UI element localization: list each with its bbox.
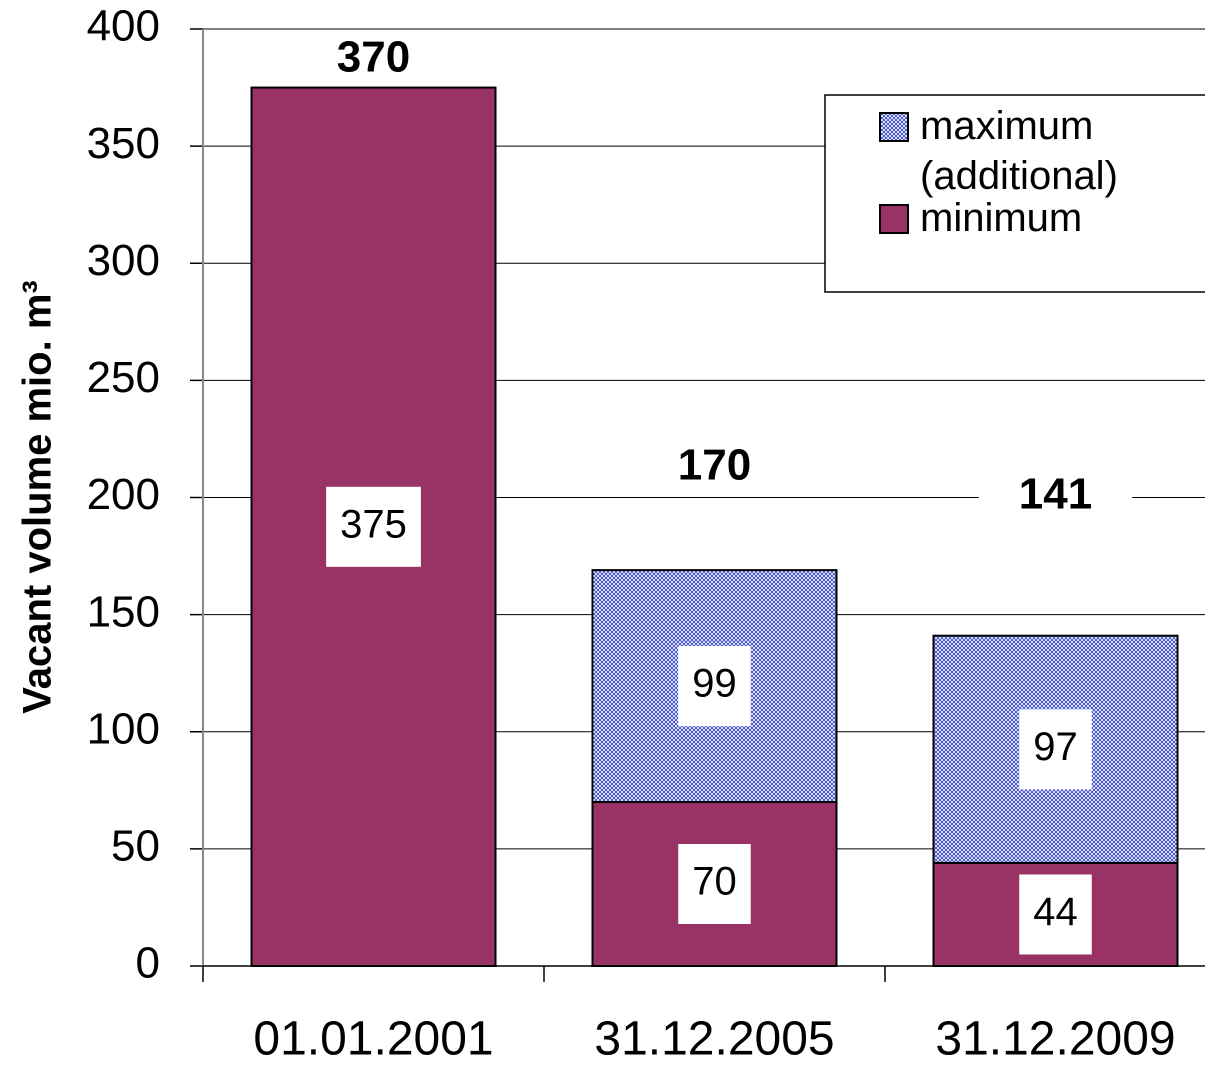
legend-entry: minimum <box>920 196 1083 240</box>
legend-label: maximum (additional) <box>920 104 1118 198</box>
y-tick-label: 250 <box>87 353 160 402</box>
data-label: 375 <box>340 502 407 546</box>
total-label-bg <box>978 471 1133 523</box>
legend-swatch <box>879 204 909 234</box>
y-tick-label: 350 <box>87 119 160 168</box>
data-label-bg <box>678 844 751 925</box>
data-label-bg <box>1019 709 1092 790</box>
y-axis-label: Vacant volume mio. m³ <box>16 280 60 713</box>
data-label-bg <box>326 486 421 567</box>
x-tick-label: 31.12.2005 <box>594 1013 834 1066</box>
y-tick-label: 200 <box>87 470 160 519</box>
data-label: 44 <box>1033 890 1078 934</box>
y-tick-label: 100 <box>87 704 160 753</box>
data-label-bg <box>678 646 751 727</box>
legend-label: minimum <box>920 196 1083 240</box>
y-tick-label: 50 <box>111 822 160 871</box>
x-tick-label: 31.12.2009 <box>935 1013 1175 1066</box>
total-label: 370 <box>337 33 410 82</box>
y-tick-label: 0 <box>136 939 160 988</box>
y-tick-label: 150 <box>87 587 160 636</box>
total-label: 170 <box>678 441 751 490</box>
total-label: 141 <box>1019 470 1092 519</box>
total-label-bg <box>637 442 792 494</box>
marks: 375 370 70 99 170 44 97 141 <box>250 33 1179 968</box>
legend-swatch <box>879 112 909 142</box>
total-label-bg <box>296 34 451 86</box>
data-label: 97 <box>1033 725 1078 769</box>
y-tick-label: 400 <box>87 2 160 51</box>
x-tick-label: 01.01.2001 <box>253 1013 493 1066</box>
y-tick-label: 300 <box>87 236 160 285</box>
legend-entry: maximum (additional) <box>920 104 1118 198</box>
data-label: 99 <box>692 662 737 706</box>
data-label-bg <box>1019 874 1092 955</box>
data-label: 70 <box>692 860 737 904</box>
